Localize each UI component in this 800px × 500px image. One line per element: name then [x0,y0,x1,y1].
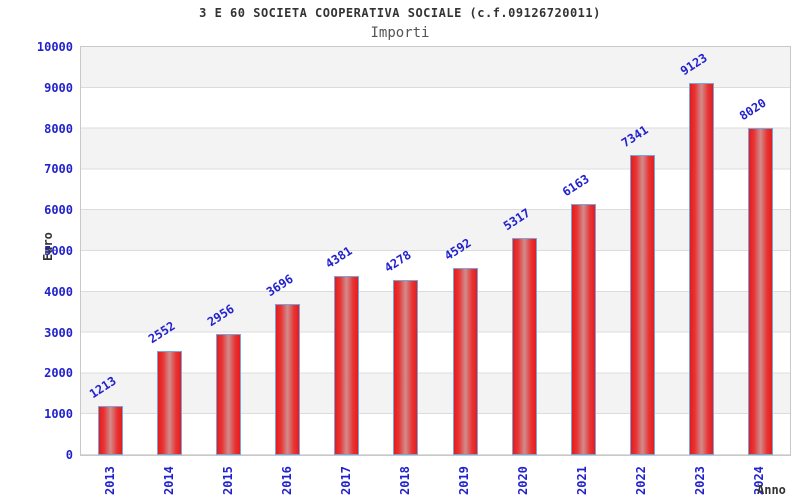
x-tick-label-2022: 2022 [634,466,649,495]
x-tick-label-2021: 2021 [575,466,590,495]
x-tick-label-2019: 2019 [457,466,472,495]
y-tick-label: 2000 [44,366,73,381]
y-tick-label: 0 [65,448,73,462]
bar-2018 [393,280,419,455]
x-tick-label-2023: 2023 [693,466,708,495]
y-tick-label: 7000 [44,162,73,177]
x-tick-label-2020: 2020 [516,466,531,495]
y-tick-label: 8000 [44,121,73,136]
bar-2014 [157,350,183,455]
x-tick-label-2014: 2014 [161,466,176,495]
x-tick-label-2013: 2013 [102,466,117,495]
bar-2013 [98,405,124,455]
bar-value-label: 2552 [145,318,178,347]
x-tick-label-2016: 2016 [279,466,294,495]
bar-value-label: 2956 [205,302,237,330]
bar-2017 [334,276,360,455]
bar-value-label: 6163 [559,171,592,199]
y-axis-title: Euro [41,232,55,261]
bar-2019 [452,267,478,455]
bar-value-label: 7341 [618,123,651,151]
y-tick-label: 5000 [44,244,73,258]
chart-title: 3 E 60 SOCIETA COOPERATIVA SOCIALE (c.f.… [199,6,601,20]
plot-area: 1213 2552 2956 3696 4381 4278 4592 5317 6163 7341… [80,46,791,456]
bar-2022 [629,155,655,455]
bar-2020 [511,238,537,455]
y-tick-label: 10000 [36,40,73,54]
x-tick-label-2018: 2018 [397,466,412,495]
bar-2015 [216,334,242,455]
x-tick-label-2017: 2017 [338,466,353,495]
chart-subtitle: Importi [370,25,430,41]
bar-value-label: 1213 [86,373,119,401]
bar-value-label: 9123 [677,50,710,78]
bar-value-label: 4381 [323,243,356,272]
bar-2024 [747,127,773,455]
bar-2023 [688,82,714,455]
y-tick-label: 9000 [44,80,73,95]
bar-value-label: 5317 [500,205,533,234]
bar-value-label: 8020 [736,95,769,123]
bar-2016 [275,304,301,455]
y-tick-label: 6000 [44,203,73,218]
y-tick-label: 4000 [44,284,73,299]
x-axis-title: Anno [757,483,786,497]
bar-value-label: 3696 [264,271,296,300]
y-tick-label: 1000 [44,407,73,422]
y-tick-label: 3000 [44,325,73,340]
bar-value-label: 4592 [441,235,474,263]
bar-value-label: 4278 [382,248,415,276]
x-tick-label-2015: 2015 [220,466,235,495]
bar-2021 [570,203,596,455]
